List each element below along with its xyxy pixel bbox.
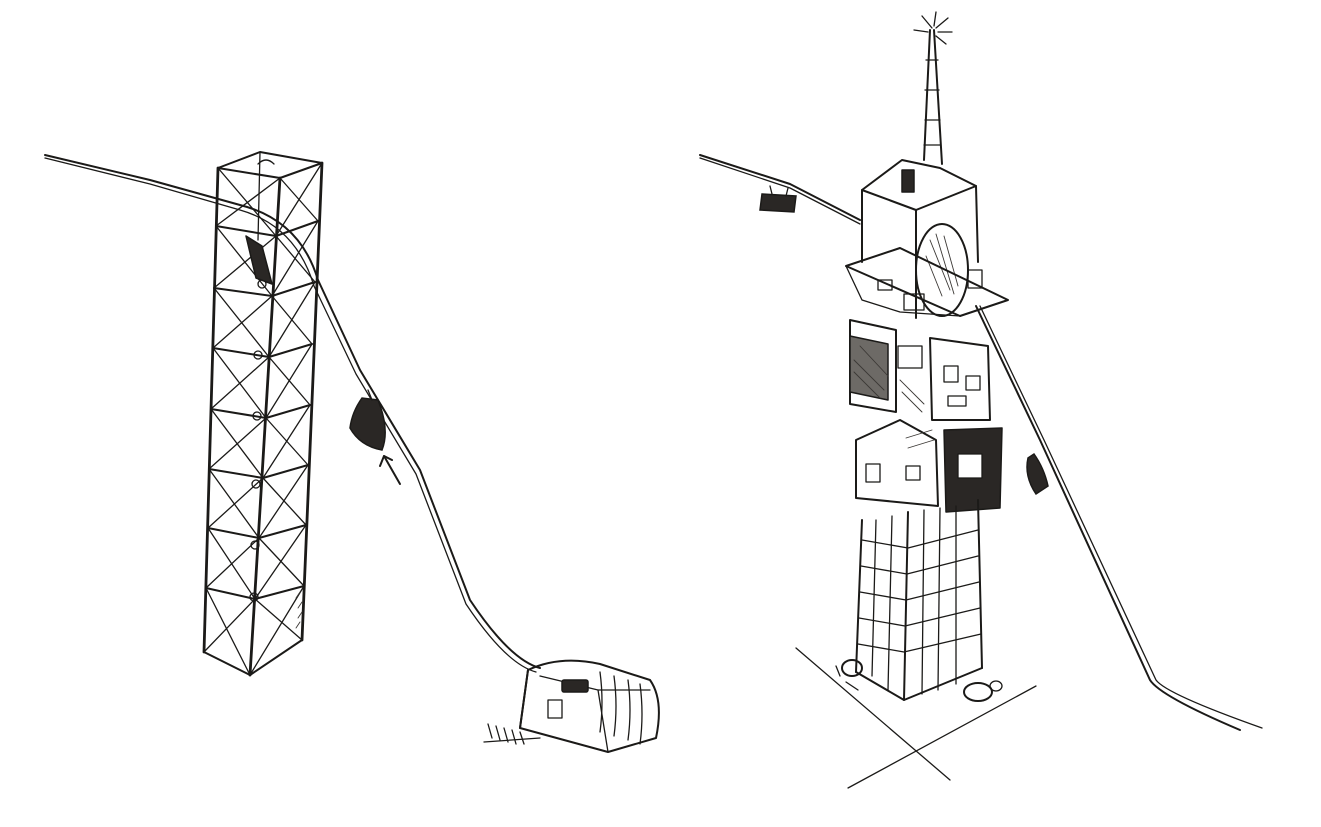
- left-cable: [44, 154, 541, 673]
- left-gondola: [349, 389, 386, 451]
- right-gondola-lower: [1026, 452, 1049, 496]
- spire-building: [835, 11, 1009, 702]
- arrow-mark: [379, 455, 401, 485]
- right-cable: [699, 154, 1263, 731]
- lattice-tower: [202, 151, 324, 677]
- ground-lines: [795, 647, 1037, 789]
- right-gondola-upper: [759, 185, 797, 213]
- capsule-station: [483, 659, 660, 753]
